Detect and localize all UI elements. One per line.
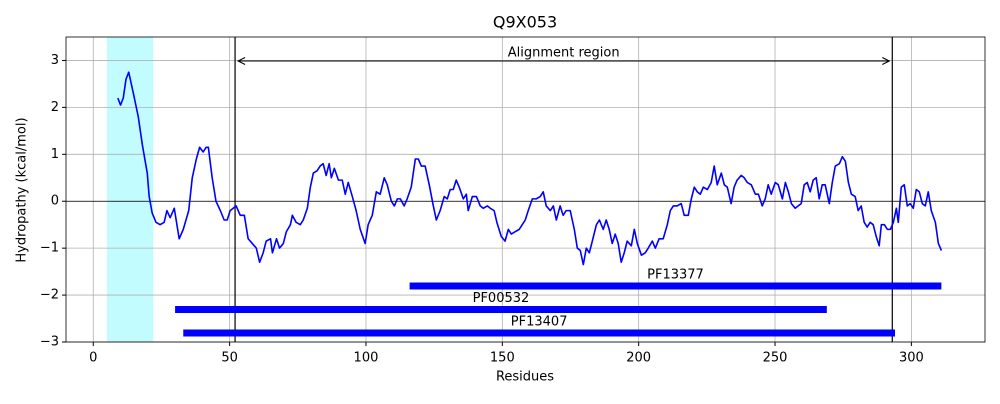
y-tick-label: 1 <box>51 147 59 162</box>
axes-frame <box>65 36 986 343</box>
y-axis-label: Hydropathy (kcal/mol) <box>15 117 30 262</box>
y-tick-label: −3 <box>40 335 59 350</box>
y-tick-label: 2 <box>51 100 59 115</box>
chart-title: Q9X053 <box>493 13 557 32</box>
y-tick-label: −1 <box>40 241 59 256</box>
x-tick-label: 50 <box>221 351 238 366</box>
hydropathy-line <box>117 71 943 266</box>
arrow-head <box>236 57 246 65</box>
highlight-span <box>106 37 154 342</box>
annotation: Alignment region <box>508 46 620 61</box>
x-tick-label: 100 <box>354 351 379 366</box>
domain-bar <box>183 329 896 337</box>
domain-label: PF13407 <box>511 315 568 330</box>
domain-label: PF13377 <box>647 268 704 283</box>
y-tick-label: 3 <box>51 53 59 68</box>
x-tick-label: 250 <box>763 351 788 366</box>
x-tick-label: 150 <box>490 351 515 366</box>
x-tick-label: 200 <box>626 351 651 366</box>
domain-bar <box>409 282 942 290</box>
x-axis-label: Residues <box>496 370 554 385</box>
domain-label: PF00532 <box>473 291 530 306</box>
domain-bar <box>175 306 827 313</box>
y-tick-label: −2 <box>40 288 59 303</box>
x-tick-label: 0 <box>89 351 97 366</box>
y-tick-label: 0 <box>51 194 59 209</box>
x-tick-label: 300 <box>899 351 924 366</box>
arrow-head <box>882 57 891 65</box>
